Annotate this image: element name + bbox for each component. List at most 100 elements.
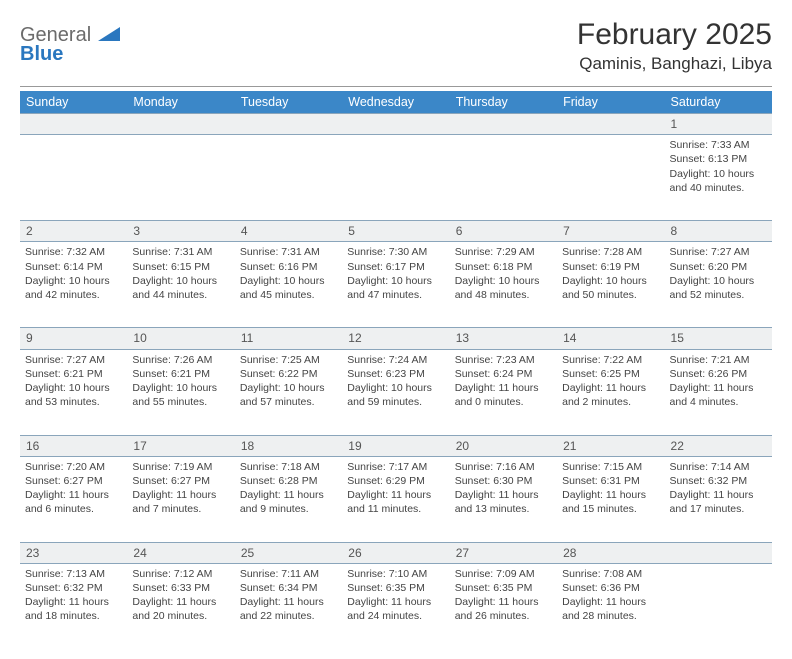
weekday-header: Saturday <box>665 91 772 114</box>
sunrise-text: Sunrise: 7:14 AM <box>670 460 767 474</box>
day-cell: Sunrise: 7:20 AMSunset: 6:27 PMDaylight:… <box>20 456 127 542</box>
day-cell <box>127 135 234 221</box>
sunset-text: Sunset: 6:26 PM <box>670 367 767 381</box>
daylight-text: Daylight: 11 hours and 11 minutes. <box>347 488 444 516</box>
sunset-text: Sunset: 6:17 PM <box>347 260 444 274</box>
week-row: Sunrise: 7:32 AMSunset: 6:14 PMDaylight:… <box>20 242 772 328</box>
day-number <box>235 114 342 135</box>
weekday-header: Sunday <box>20 91 127 114</box>
divider <box>20 86 772 87</box>
header: General Blue February 2025 Qaminis, Bang… <box>20 18 772 74</box>
day-number: 4 <box>235 221 342 242</box>
daylight-text: Daylight: 10 hours and 47 minutes. <box>347 274 444 302</box>
daylight-text: Daylight: 11 hours and 4 minutes. <box>670 381 767 409</box>
day-number: 7 <box>557 221 664 242</box>
daylight-text: Daylight: 11 hours and 2 minutes. <box>562 381 659 409</box>
sunrise-text: Sunrise: 7:23 AM <box>455 353 552 367</box>
sunset-text: Sunset: 6:32 PM <box>25 581 122 595</box>
sunset-text: Sunset: 6:35 PM <box>347 581 444 595</box>
daylight-text: Daylight: 11 hours and 28 minutes. <box>562 595 659 623</box>
daynum-row: 232425262728 <box>20 542 772 563</box>
daylight-text: Daylight: 11 hours and 0 minutes. <box>455 381 552 409</box>
week-row: Sunrise: 7:27 AMSunset: 6:21 PMDaylight:… <box>20 349 772 435</box>
day-cell <box>665 563 772 649</box>
sunrise-text: Sunrise: 7:13 AM <box>25 567 122 581</box>
day-number: 1 <box>665 114 772 135</box>
weekday-header: Thursday <box>450 91 557 114</box>
sunrise-text: Sunrise: 7:15 AM <box>562 460 659 474</box>
sunset-text: Sunset: 6:13 PM <box>670 152 767 166</box>
day-cell: Sunrise: 7:29 AMSunset: 6:18 PMDaylight:… <box>450 242 557 328</box>
day-number: 12 <box>342 328 449 349</box>
sunset-text: Sunset: 6:34 PM <box>240 581 337 595</box>
daylight-text: Daylight: 11 hours and 26 minutes. <box>455 595 552 623</box>
daynum-row: 2345678 <box>20 221 772 242</box>
day-number: 6 <box>450 221 557 242</box>
day-number: 16 <box>20 435 127 456</box>
day-cell: Sunrise: 7:11 AMSunset: 6:34 PMDaylight:… <box>235 563 342 649</box>
day-cell <box>342 135 449 221</box>
day-number: 2 <box>20 221 127 242</box>
day-number <box>665 542 772 563</box>
daynum-row: 16171819202122 <box>20 435 772 456</box>
sunset-text: Sunset: 6:22 PM <box>240 367 337 381</box>
sunset-text: Sunset: 6:27 PM <box>132 474 229 488</box>
sunset-text: Sunset: 6:25 PM <box>562 367 659 381</box>
sunrise-text: Sunrise: 7:08 AM <box>562 567 659 581</box>
daylight-text: Daylight: 11 hours and 22 minutes. <box>240 595 337 623</box>
daylight-text: Daylight: 11 hours and 24 minutes. <box>347 595 444 623</box>
sunset-text: Sunset: 6:14 PM <box>25 260 122 274</box>
daylight-text: Daylight: 10 hours and 59 minutes. <box>347 381 444 409</box>
day-number <box>557 114 664 135</box>
day-cell: Sunrise: 7:32 AMSunset: 6:14 PMDaylight:… <box>20 242 127 328</box>
day-number <box>450 114 557 135</box>
sunrise-text: Sunrise: 7:28 AM <box>562 245 659 259</box>
daylight-text: Daylight: 11 hours and 18 minutes. <box>25 595 122 623</box>
day-cell: Sunrise: 7:12 AMSunset: 6:33 PMDaylight:… <box>127 563 234 649</box>
day-cell: Sunrise: 7:24 AMSunset: 6:23 PMDaylight:… <box>342 349 449 435</box>
day-cell <box>450 135 557 221</box>
day-cell: Sunrise: 7:27 AMSunset: 6:20 PMDaylight:… <box>665 242 772 328</box>
sunset-text: Sunset: 6:19 PM <box>562 260 659 274</box>
daylight-text: Daylight: 10 hours and 45 minutes. <box>240 274 337 302</box>
logo: General Blue <box>20 18 120 66</box>
sunset-text: Sunset: 6:20 PM <box>670 260 767 274</box>
sunset-text: Sunset: 6:28 PM <box>240 474 337 488</box>
day-number <box>127 114 234 135</box>
day-cell: Sunrise: 7:13 AMSunset: 6:32 PMDaylight:… <box>20 563 127 649</box>
weekday-header-row: SundayMondayTuesdayWednesdayThursdayFrid… <box>20 91 772 114</box>
day-cell <box>557 135 664 221</box>
day-cell: Sunrise: 7:28 AMSunset: 6:19 PMDaylight:… <box>557 242 664 328</box>
sunset-text: Sunset: 6:31 PM <box>562 474 659 488</box>
location: Qaminis, Banghazi, Libya <box>577 54 772 74</box>
daynum-row: 9101112131415 <box>20 328 772 349</box>
day-number: 20 <box>450 435 557 456</box>
day-cell: Sunrise: 7:14 AMSunset: 6:32 PMDaylight:… <box>665 456 772 542</box>
daylight-text: Daylight: 10 hours and 40 minutes. <box>670 167 767 195</box>
day-number: 10 <box>127 328 234 349</box>
day-number: 23 <box>20 542 127 563</box>
day-number: 26 <box>342 542 449 563</box>
sunset-text: Sunset: 6:27 PM <box>25 474 122 488</box>
daylight-text: Daylight: 11 hours and 20 minutes. <box>132 595 229 623</box>
day-cell: Sunrise: 7:31 AMSunset: 6:15 PMDaylight:… <box>127 242 234 328</box>
weekday-header: Monday <box>127 91 234 114</box>
weekday-header: Tuesday <box>235 91 342 114</box>
daylight-text: Daylight: 11 hours and 17 minutes. <box>670 488 767 516</box>
sunset-text: Sunset: 6:32 PM <box>670 474 767 488</box>
day-number: 24 <box>127 542 234 563</box>
sunrise-text: Sunrise: 7:17 AM <box>347 460 444 474</box>
daylight-text: Daylight: 11 hours and 15 minutes. <box>562 488 659 516</box>
day-cell: Sunrise: 7:31 AMSunset: 6:16 PMDaylight:… <box>235 242 342 328</box>
sunrise-text: Sunrise: 7:26 AM <box>132 353 229 367</box>
day-cell: Sunrise: 7:17 AMSunset: 6:29 PMDaylight:… <box>342 456 449 542</box>
sunset-text: Sunset: 6:29 PM <box>347 474 444 488</box>
day-number: 9 <box>20 328 127 349</box>
sunrise-text: Sunrise: 7:27 AM <box>25 353 122 367</box>
daylight-text: Daylight: 10 hours and 53 minutes. <box>25 381 122 409</box>
sunset-text: Sunset: 6:21 PM <box>25 367 122 381</box>
day-cell: Sunrise: 7:27 AMSunset: 6:21 PMDaylight:… <box>20 349 127 435</box>
sunset-text: Sunset: 6:33 PM <box>132 581 229 595</box>
weekday-header: Friday <box>557 91 664 114</box>
day-number <box>342 114 449 135</box>
